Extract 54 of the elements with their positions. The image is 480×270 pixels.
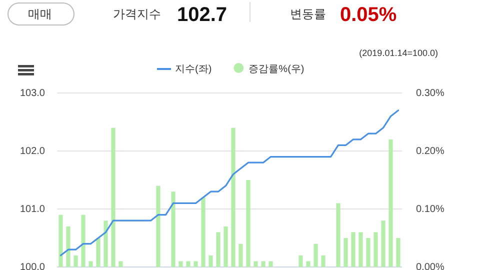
- bar: [246, 180, 250, 267]
- legend-label: 증감률%(우): [248, 64, 304, 75]
- y-tick-label: 103.0: [20, 88, 46, 99]
- bar: [224, 226, 228, 267]
- bar: [261, 261, 266, 267]
- bar: [366, 238, 370, 267]
- bar: [381, 220, 386, 267]
- y-tick-label: 102.0: [20, 146, 46, 157]
- bar: [194, 261, 198, 267]
- bar: [104, 220, 108, 267]
- bar: [388, 139, 393, 267]
- bar: [178, 261, 183, 267]
- bar: [374, 232, 378, 267]
- text: 102.7: [177, 4, 228, 26]
- bar: [358, 232, 363, 267]
- bar: [201, 197, 206, 267]
- y2-tick-label: 0.10%: [416, 204, 444, 215]
- bar: [171, 192, 176, 267]
- y-tick-label: 101.0: [20, 204, 46, 215]
- bar: [96, 238, 100, 267]
- y2-tick-label: 0.20%: [416, 146, 444, 157]
- bar: [238, 244, 243, 267]
- bar: [66, 226, 70, 267]
- bar: [336, 203, 340, 267]
- bar: [298, 255, 303, 267]
- bar: [186, 261, 190, 267]
- bar: [306, 261, 310, 267]
- bar: [268, 261, 273, 267]
- y2-tick-label: 0.00%: [416, 262, 444, 270]
- bar: [74, 255, 78, 267]
- bar: [351, 232, 356, 267]
- bar: [396, 238, 400, 267]
- text: 변동률: [290, 7, 326, 21]
- bar: [314, 244, 318, 267]
- chart-subtitle: (2019.01.14=100.0): [359, 48, 438, 58]
- bar: [111, 128, 116, 267]
- bar: [321, 255, 326, 267]
- bar: [156, 186, 160, 267]
- bar: [344, 238, 348, 267]
- y2-tick-label: 0.30%: [416, 88, 444, 99]
- line-series: [60, 110, 400, 256]
- legend-label: 지수(좌): [175, 64, 212, 75]
- bar: [231, 128, 236, 267]
- text: 가격지수: [113, 7, 161, 21]
- y-tick-label: 100.0: [20, 262, 46, 270]
- bar: [58, 214, 63, 267]
- bar: [254, 261, 258, 267]
- text: 0.05%: [340, 4, 397, 26]
- bar: [216, 232, 220, 267]
- bar: [118, 261, 123, 267]
- bar: [88, 261, 93, 267]
- bar: [81, 214, 86, 267]
- text: 매매: [28, 7, 52, 21]
- bar: [208, 255, 213, 267]
